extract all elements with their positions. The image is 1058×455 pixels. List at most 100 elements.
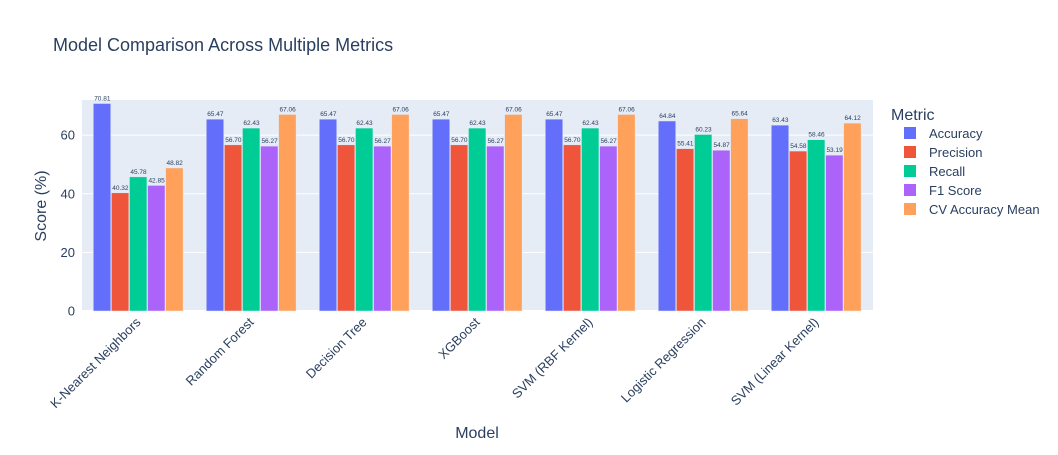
data-label: 62.43 [469,120,486,127]
data-label: 48.82 [167,160,184,167]
bar-f1-score[interactable] [599,145,618,312]
bar-precision[interactable] [450,144,469,312]
bar-f1-score[interactable] [825,154,844,312]
bar-cv-accuracy-mean[interactable] [617,114,636,312]
data-label: 56.27 [600,138,617,145]
x-axis-label: Model [455,425,499,442]
y-tick-label: 40 [61,186,75,201]
bar-precision[interactable] [563,144,582,312]
bar-f1-score[interactable] [486,145,505,312]
data-label: 64.84 [659,113,676,120]
x-tick-label: Logistic Regression [618,315,709,406]
y-axis-ticks: 0 20 40 60 [61,128,75,319]
y-tick-label: 0 [68,304,75,319]
bar-precision[interactable] [337,144,356,312]
data-label: 56.27 [261,138,278,145]
data-label: 62.43 [582,120,599,127]
x-tick-label: SVM (RBF Kernel) [509,315,596,402]
y-axis-label: Score (%) [33,170,50,241]
bar-precision[interactable] [676,148,695,312]
data-label: 62.43 [356,120,373,127]
data-label: 65.47 [546,111,563,118]
bar-accuracy[interactable] [93,103,112,312]
data-label: 65.64 [732,111,749,118]
bar-f1-score[interactable] [712,149,731,312]
x-tick-label: Decision Tree [303,315,370,382]
x-tick-label: Random Forest [183,314,257,388]
legend-swatch [904,203,916,215]
legend-item-recall[interactable]: Recall [904,164,965,179]
data-label: 56.70 [564,137,581,144]
bar-cv-accuracy-mean[interactable] [504,114,523,312]
legend-item-precision[interactable]: Precision [904,145,982,160]
bar-accuracy[interactable] [658,120,677,312]
bar-recall[interactable] [807,139,826,312]
bar-recall[interactable] [468,127,487,312]
data-label: 67.06 [619,106,636,113]
data-label: 53.19 [826,147,843,154]
data-label: 56.27 [487,138,504,145]
bar-precision[interactable] [224,144,243,312]
x-tick-label: XGBoost [435,314,483,362]
bar-accuracy[interactable] [206,118,225,312]
y-tick-label: 60 [61,128,75,143]
bar-accuracy[interactable] [319,118,338,312]
data-label: 60.23 [695,126,712,133]
data-label: 67.06 [393,106,410,113]
data-label: 62.43 [243,120,260,127]
data-label: 56.27 [374,138,391,145]
bar-cv-accuracy-mean[interactable] [165,167,184,312]
x-axis-ticks: K-Nearest Neighbors Random Forest Decision… [47,314,821,411]
bar-cv-accuracy-mean[interactable] [843,122,862,312]
data-label: 65.47 [433,111,450,118]
bar-f1-score[interactable] [147,185,166,312]
legend-label: CV Accuracy Mean [929,202,1040,217]
legend-item-accuracy[interactable]: Accuracy [904,126,983,141]
bars[interactable] [93,103,862,312]
bar-cv-accuracy-mean[interactable] [730,118,749,312]
data-label: 58.46 [808,132,825,139]
bar-f1-score[interactable] [373,145,392,312]
legend-label: Recall [929,164,965,179]
bar-cv-accuracy-mean[interactable] [391,114,410,312]
legend-item-f1-score[interactable]: F1 Score [904,183,982,198]
bar-accuracy[interactable] [545,118,564,312]
legend-swatch [904,127,916,139]
bar-recall[interactable] [129,176,148,312]
legend-label: Precision [929,145,982,160]
bar-recall[interactable] [694,134,713,312]
data-label: 55.41 [677,141,694,148]
data-label: 45.78 [130,169,147,176]
chart-title: Model Comparison Across Multiple Metrics [53,35,393,55]
data-label: 56.70 [338,137,355,144]
bar-recall[interactable] [242,127,261,312]
bar-accuracy[interactable] [771,124,790,312]
bar-precision[interactable] [111,192,130,312]
legend-swatch [904,184,916,196]
bar-f1-score[interactable] [260,145,279,312]
data-label: 67.06 [506,106,523,113]
data-label: 56.70 [225,137,242,144]
data-label: 65.47 [320,111,337,118]
legend-label: F1 Score [929,183,982,198]
bar-precision[interactable] [789,150,808,312]
legend[interactable]: Metric Accuracy Precision Recall F1 Score CV… [891,107,1040,217]
bar-accuracy[interactable] [432,118,451,312]
legend-title: Metric [891,107,935,124]
bar-recall[interactable] [355,127,374,312]
data-label: 56.70 [451,137,468,144]
data-label: 63.43 [772,117,789,124]
x-tick-label: SVM (Linear Kernel) [728,315,822,409]
data-label: 40.32 [112,185,129,192]
bar-cv-accuracy-mean[interactable] [278,114,297,312]
legend-label: Accuracy [929,126,983,141]
x-tick-label: K-Nearest Neighbors [47,314,144,411]
data-label: 67.06 [280,106,297,113]
legend-item-cv-accuracy-mean[interactable]: CV Accuracy Mean [904,202,1040,217]
data-label: 65.47 [207,111,224,118]
data-label: 64.12 [845,115,862,122]
bar-recall[interactable] [581,127,600,312]
